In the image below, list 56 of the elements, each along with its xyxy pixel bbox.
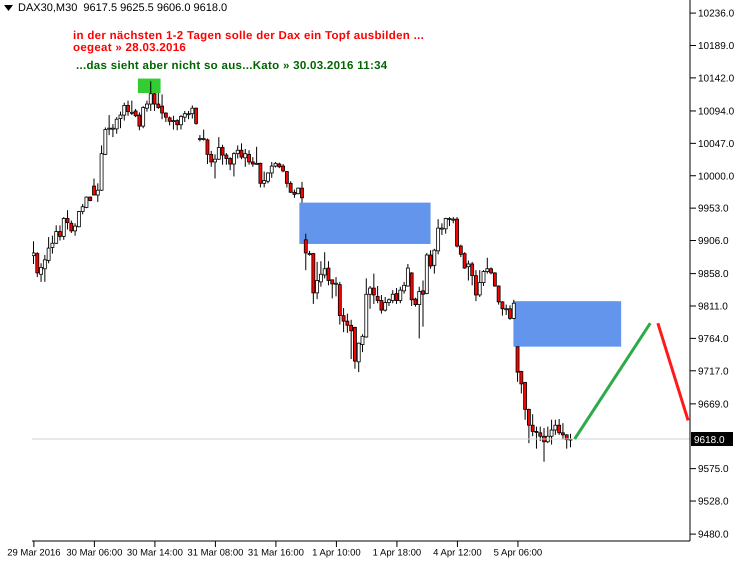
candlestick [179, 114, 183, 130]
candlestick [508, 304, 512, 320]
candlestick [270, 161, 274, 178]
candlestick [372, 273, 376, 304]
candlestick [557, 418, 562, 436]
candlestick [304, 233, 308, 271]
candlestick [220, 144, 224, 166]
candlestick [398, 286, 402, 304]
x-tick-label: 31 Mar 16:00 [248, 548, 304, 559]
y-tick-label: 10236.0 [698, 8, 735, 20]
y-tick-label: 9669.0 [698, 399, 730, 410]
x-tick-label: 5 Apr 06:00 [494, 548, 542, 559]
y-tick-label: 9906.0 [698, 236, 730, 248]
candlestick [394, 288, 398, 304]
candlestick [390, 290, 395, 304]
y-tick-label: 9528.0 [698, 496, 730, 508]
x-tick-label: 29 Mar 2016 [7, 548, 61, 559]
ref-line-label: 9618.0 [694, 435, 726, 446]
candlestick [160, 94, 164, 120]
candlestick [300, 181, 304, 204]
x-tick-label: 30 Mar 06:00 [66, 548, 122, 559]
annotation: oegeat » 28.03.2016 [73, 42, 186, 54]
candlestick [383, 296, 388, 312]
y-tick-label: 10094.0 [698, 106, 735, 118]
x-tick-label: 1 Apr 10:00 [312, 548, 361, 559]
candlestick [172, 115, 176, 130]
y-tick-label: 9858.0 [698, 269, 730, 280]
candlestick [126, 100, 130, 116]
x-tick-label: 31 Mar 08:00 [187, 548, 244, 559]
y-tick-label: 9480.0 [698, 530, 730, 541]
y-tick-label: 9575.0 [698, 464, 730, 476]
x-tick-label: 30 Mar 14:00 [126, 548, 183, 559]
candlestick [258, 162, 262, 188]
candlestick [247, 150, 251, 166]
candlestick [478, 270, 482, 298]
x-tick-label: 1 Apr 18:00 [372, 548, 422, 559]
candlestick [444, 217, 448, 234]
y-tick-label: 10047.0 [698, 138, 735, 150]
candlestick [512, 299, 516, 320]
y-tick-label: 9953.0 [698, 204, 730, 215]
candlestick [194, 107, 198, 126]
y-tick-label: 10142.0 [698, 73, 735, 84]
annotation: ...das sieht aber nicht so aus...Kato » 30.03.2016 11:34 [76, 60, 388, 72]
chart-title: DAX30,M30 9617.5 9625.5 9606.0 9618.0 [18, 2, 228, 14]
x-tick-label: 4 Apr 12:00 [433, 548, 482, 559]
candlestick [228, 156, 232, 171]
y-tick-label: 9717.0 [698, 366, 730, 378]
y-tick-label: 10000.0 [698, 171, 735, 182]
y-tick-label: 9811.0 [698, 302, 728, 313]
candlestick [148, 80, 153, 112]
y-tick-label: 10189.0 [698, 41, 735, 52]
candlestick [152, 92, 156, 112]
candlestick [175, 118, 180, 131]
y-tick-label: 9764.0 [698, 334, 730, 345]
annotation: in der nächsten 1-2 Tagen solle der Dax ein Topf ausbilden ... [73, 30, 424, 42]
candlestick [550, 419, 554, 446]
